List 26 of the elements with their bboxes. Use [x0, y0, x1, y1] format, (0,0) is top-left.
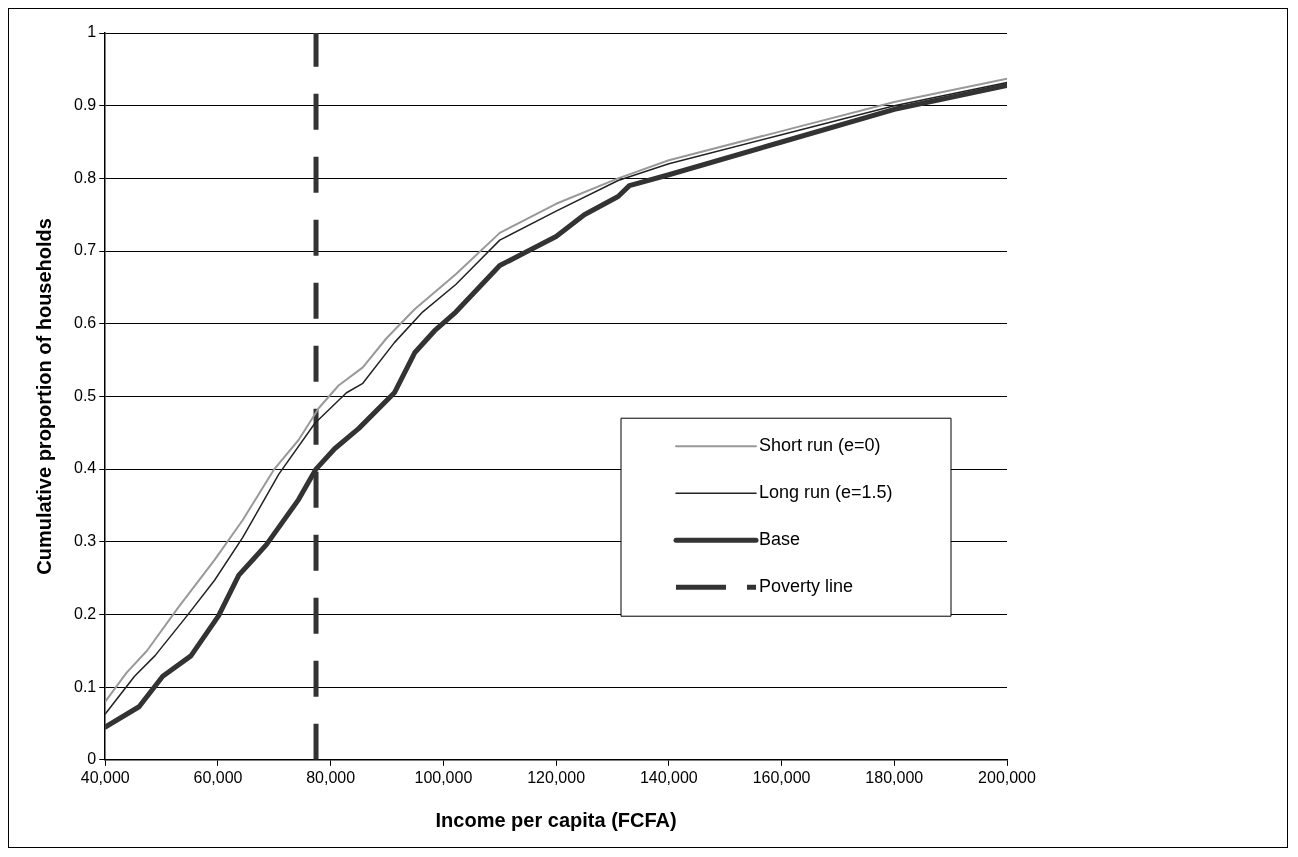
x-tick-label: 80,000 — [306, 768, 356, 786]
y-tick-label: 0.9 — [73, 96, 97, 114]
legend-label: Base — [759, 529, 801, 550]
x-tick-label: 120,000 — [527, 768, 586, 786]
y-tick-label: 0.7 — [73, 241, 97, 259]
legend-label: Long run (e=1.5) — [759, 482, 893, 503]
legend-label: Short run (e=0) — [759, 435, 881, 456]
y-tick-label: 0.1 — [73, 677, 97, 695]
y-axis-title: Cumulative proportion of households — [32, 218, 55, 575]
x-tick-label: 160,000 — [752, 768, 811, 786]
x-tick-label: 40,000 — [80, 768, 130, 786]
x-tick-label: 100,000 — [414, 768, 473, 786]
x-tick-label: 140,000 — [639, 768, 698, 786]
y-tick-label: 0.2 — [73, 604, 97, 622]
y-tick-label: 0.4 — [73, 459, 97, 477]
y-tick-label: 0.6 — [73, 314, 97, 332]
x-tick-label: 200,000 — [978, 768, 1037, 786]
x-tick-label: 180,000 — [865, 768, 924, 786]
y-tick-label: 1 — [87, 23, 97, 41]
x-axis-title: Income per capita (FCFA) — [435, 808, 677, 831]
y-tick-label: 0.8 — [73, 168, 97, 186]
legend-label: Poverty line — [759, 576, 854, 597]
x-tick-label: 60,000 — [193, 768, 243, 786]
y-tick-label: 0.3 — [73, 532, 97, 550]
y-tick-label: 0 — [87, 750, 97, 768]
y-tick-label: 0.5 — [73, 386, 97, 404]
